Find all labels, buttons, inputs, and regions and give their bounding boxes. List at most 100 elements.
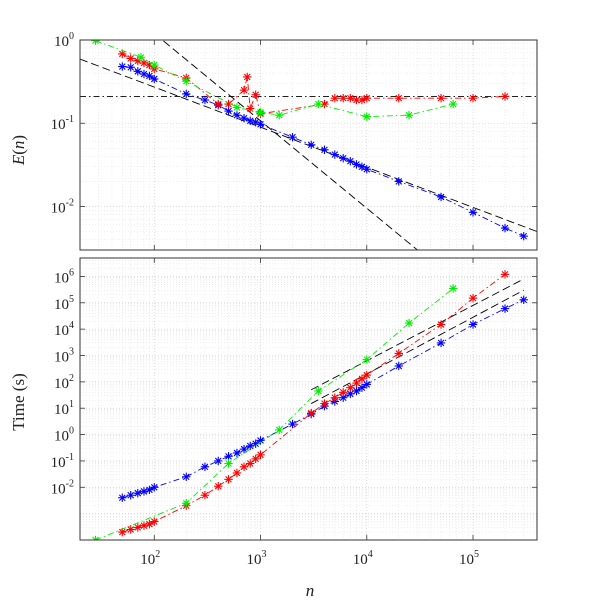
data-point xyxy=(224,475,233,484)
x-tick-label: 104 xyxy=(353,549,373,568)
data-point xyxy=(224,106,233,116)
data-point xyxy=(307,408,316,418)
data-point xyxy=(239,113,249,123)
data-point xyxy=(246,116,255,125)
data-point xyxy=(346,383,355,392)
bottom-y-axis-label: Time (s) xyxy=(9,373,28,430)
data-point xyxy=(133,523,143,532)
data-point xyxy=(519,231,528,241)
data-point xyxy=(91,40,100,45)
y-tick-label: 10-1 xyxy=(51,452,74,471)
data-point xyxy=(320,145,329,154)
data-point xyxy=(126,54,135,63)
svg-text:E(n): E(n) xyxy=(9,135,28,166)
data-point xyxy=(436,320,446,329)
grid xyxy=(79,39,538,251)
data-point xyxy=(232,448,242,458)
data-point xyxy=(145,71,154,81)
data-point xyxy=(500,304,510,313)
data-point xyxy=(362,93,371,103)
data-point xyxy=(232,468,242,478)
data-point xyxy=(448,99,458,109)
data-point xyxy=(243,72,252,82)
data-point xyxy=(307,140,316,150)
data-point xyxy=(352,386,361,396)
data-point xyxy=(239,444,249,454)
data-point xyxy=(200,462,210,471)
data-point xyxy=(314,99,323,109)
data-point xyxy=(314,386,323,396)
data-point xyxy=(436,338,446,348)
data-point xyxy=(362,112,371,121)
data-point xyxy=(182,76,191,86)
bottom-panel-time: 10-2 10-1 100 101 102 103 104 105 106 102 103 104 10… xyxy=(51,257,538,568)
data-point xyxy=(246,104,255,113)
data-point xyxy=(239,462,249,471)
data-point xyxy=(118,62,127,71)
data-point xyxy=(339,93,348,103)
data-point xyxy=(126,525,135,534)
data-point xyxy=(246,459,255,468)
data-point xyxy=(288,419,297,429)
data-point xyxy=(182,498,191,508)
data-point xyxy=(404,110,414,120)
data-point xyxy=(448,284,458,293)
data-point xyxy=(352,378,361,388)
data-point xyxy=(394,93,403,103)
data-point xyxy=(251,90,260,99)
reference-line-0 xyxy=(311,278,524,391)
data-point xyxy=(275,425,284,435)
x-axis-label: n xyxy=(306,581,315,600)
y-tick-label: 103 xyxy=(54,346,74,365)
data-point xyxy=(330,393,339,402)
data-point xyxy=(404,318,414,328)
data-point xyxy=(126,63,135,72)
axes-frame xyxy=(79,257,538,541)
y-tick-label: 102 xyxy=(54,373,74,392)
data-point xyxy=(256,436,265,445)
data-point xyxy=(436,93,446,103)
data-point xyxy=(139,521,149,530)
data-point xyxy=(436,192,446,202)
data-point xyxy=(468,93,478,103)
data-point xyxy=(139,487,149,496)
data-point xyxy=(214,99,223,109)
y-tick-label: 10-2 xyxy=(51,478,74,497)
reference-line-1 xyxy=(311,289,524,404)
data-point xyxy=(468,320,478,329)
data-point xyxy=(362,380,371,389)
data-point xyxy=(357,374,367,384)
data-point xyxy=(182,89,191,99)
y-tick-label: 101 xyxy=(54,399,74,418)
data-point xyxy=(519,295,528,304)
y-tick-label: 100 xyxy=(54,426,74,445)
data-point xyxy=(468,208,478,217)
top-y-axis-label: E(n) xyxy=(9,135,28,166)
data-point xyxy=(150,483,159,492)
data-point xyxy=(232,110,242,120)
data-point xyxy=(200,491,210,500)
data-point xyxy=(91,535,100,540)
data-point xyxy=(224,452,233,461)
data-point xyxy=(346,156,355,166)
data-point xyxy=(500,92,510,101)
data-point xyxy=(214,481,223,491)
data-point xyxy=(394,361,403,371)
data-point xyxy=(133,488,143,498)
data-point xyxy=(150,74,159,84)
data-point xyxy=(150,60,159,70)
data-point xyxy=(118,493,127,502)
series-line-2 xyxy=(95,288,454,540)
data-point xyxy=(500,270,510,279)
data-point xyxy=(330,93,339,103)
data-point xyxy=(362,370,371,380)
data-point xyxy=(232,103,242,112)
data-point xyxy=(339,388,348,397)
x-tick-label: 105 xyxy=(459,549,479,568)
data-point xyxy=(256,450,265,460)
data-point xyxy=(362,355,371,364)
data-point xyxy=(200,95,210,105)
data-point xyxy=(500,223,510,233)
data-point xyxy=(362,165,371,174)
